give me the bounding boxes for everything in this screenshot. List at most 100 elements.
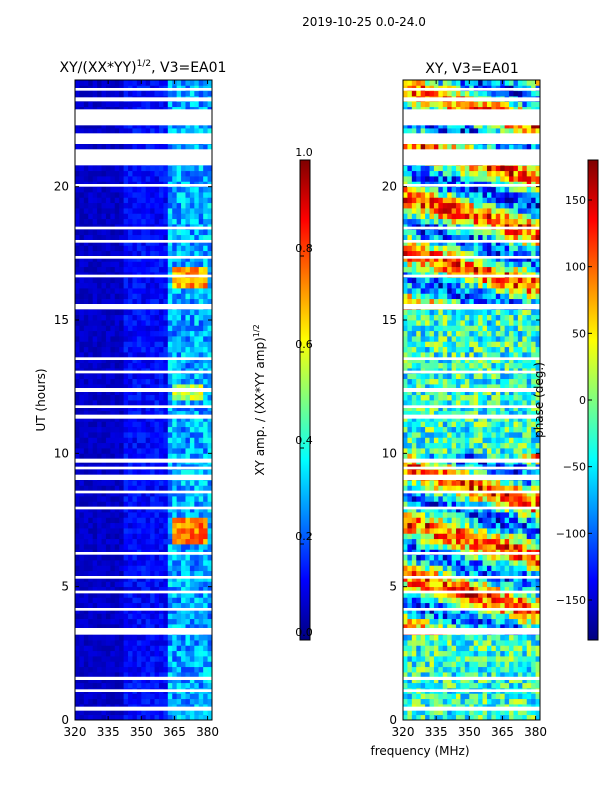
heatmap-cell	[119, 192, 125, 198]
heatmap-cell	[105, 656, 111, 662]
heatmap-cell	[478, 586, 483, 593]
heatmap-cell	[158, 709, 164, 716]
heatmap-cell	[105, 602, 111, 609]
heatmap-cell	[425, 624, 430, 630]
heatmap-cell	[522, 666, 528, 673]
heatmap-cell	[478, 613, 483, 620]
heatmap-cell	[136, 282, 142, 289]
heatmap-cell	[420, 714, 426, 721]
heatmap-cell	[500, 586, 506, 593]
heatmap-cell	[176, 576, 182, 582]
heatmap-cell	[460, 677, 466, 684]
heatmap-cell	[141, 240, 147, 246]
heatmap-cell	[167, 517, 173, 524]
heatmap-cell	[176, 373, 182, 380]
heatmap-cell	[181, 277, 186, 284]
heatmap-cell	[185, 256, 191, 262]
heatmap-cell	[83, 122, 89, 129]
heatmap-cell	[185, 122, 191, 129]
heatmap-cell	[92, 101, 98, 108]
heatmap-cell	[517, 661, 523, 668]
heatmap-cell	[189, 480, 195, 486]
heatmap-cell	[110, 592, 116, 598]
heatmap-cell	[176, 469, 182, 476]
heatmap-cell	[500, 645, 506, 652]
heatmap-cell	[136, 101, 142, 108]
heatmap-cell	[438, 560, 444, 566]
heatmap-cell	[172, 570, 178, 577]
heatmap-cell	[495, 576, 501, 582]
heatmap-cell	[83, 421, 89, 428]
heatmap-cell	[141, 298, 147, 305]
heatmap-cell	[185, 501, 191, 508]
heatmap-cell	[92, 320, 98, 326]
heatmap-cell	[189, 426, 195, 433]
heatmap-cell	[163, 485, 169, 492]
heatmap-cell	[176, 501, 182, 508]
y-tick-label: 0	[61, 713, 69, 727]
heatmap-cell	[509, 576, 514, 582]
heatmap-cell	[522, 656, 528, 662]
heatmap-cell	[114, 501, 120, 508]
heatmap-cell	[181, 320, 186, 326]
heatmap-cell	[119, 202, 125, 209]
heatmap-cell	[194, 170, 200, 177]
heatmap-cell	[154, 592, 160, 598]
heatmap-cell	[189, 698, 195, 705]
heatmap-cell	[172, 352, 178, 358]
colorbar-tick-label: 0.8	[295, 242, 313, 255]
heatmap-cell	[522, 672, 528, 678]
heatmap-cell	[75, 352, 80, 358]
heatmap-cell	[132, 378, 138, 385]
heatmap-cell	[203, 389, 208, 396]
heatmap-cell	[420, 677, 426, 684]
heatmap-cell	[128, 576, 133, 582]
heatmap-cell	[88, 602, 94, 609]
heatmap-cell	[407, 522, 413, 529]
heatmap-cell	[158, 80, 164, 86]
heatmap-cell	[154, 170, 160, 177]
heatmap-cell	[136, 325, 142, 332]
heatmap-cell	[88, 506, 94, 513]
heatmap-cell	[513, 650, 519, 657]
heatmap-cell	[495, 661, 501, 668]
heatmap-cell	[172, 448, 178, 454]
heatmap-cell	[114, 144, 120, 150]
heatmap-cell	[128, 634, 133, 641]
heatmap-cell	[416, 656, 422, 662]
heatmap-cell	[207, 485, 213, 492]
heatmap-cell	[114, 362, 120, 369]
heatmap-cell	[136, 320, 142, 326]
heatmap-cell	[114, 202, 120, 209]
heatmap-cell	[425, 554, 430, 561]
heatmap-cell	[194, 384, 200, 390]
heatmap-cell	[141, 197, 147, 204]
heatmap-cell	[517, 698, 523, 705]
heatmap-cell	[438, 672, 444, 678]
heatmap-cell	[194, 437, 200, 444]
heatmap-cell	[110, 522, 116, 529]
heatmap-cell	[79, 416, 85, 422]
heatmap-cell	[526, 592, 532, 598]
heatmap-cell	[207, 490, 213, 497]
heatmap-cell	[442, 554, 448, 561]
heatmap-cell	[79, 122, 85, 129]
heatmap-cell	[158, 672, 164, 678]
heatmap-cell	[535, 565, 541, 572]
heatmap-cell	[88, 501, 94, 508]
heatmap-cell	[442, 645, 448, 652]
flagged-time-band	[75, 370, 212, 374]
heatmap-cell	[504, 602, 510, 609]
heatmap-cell	[491, 666, 497, 673]
heatmap-cell	[114, 288, 120, 294]
heatmap-cell	[207, 330, 213, 337]
heatmap-cell	[88, 128, 94, 134]
heatmap-cell	[442, 586, 448, 593]
heatmap-cell	[194, 261, 200, 268]
heatmap-cell	[163, 80, 169, 86]
heatmap-cell	[194, 618, 200, 625]
heatmap-cell	[189, 608, 195, 614]
heatmap-cell	[416, 522, 422, 529]
heatmap-cell	[207, 208, 213, 214]
heatmap-cell	[181, 426, 186, 433]
